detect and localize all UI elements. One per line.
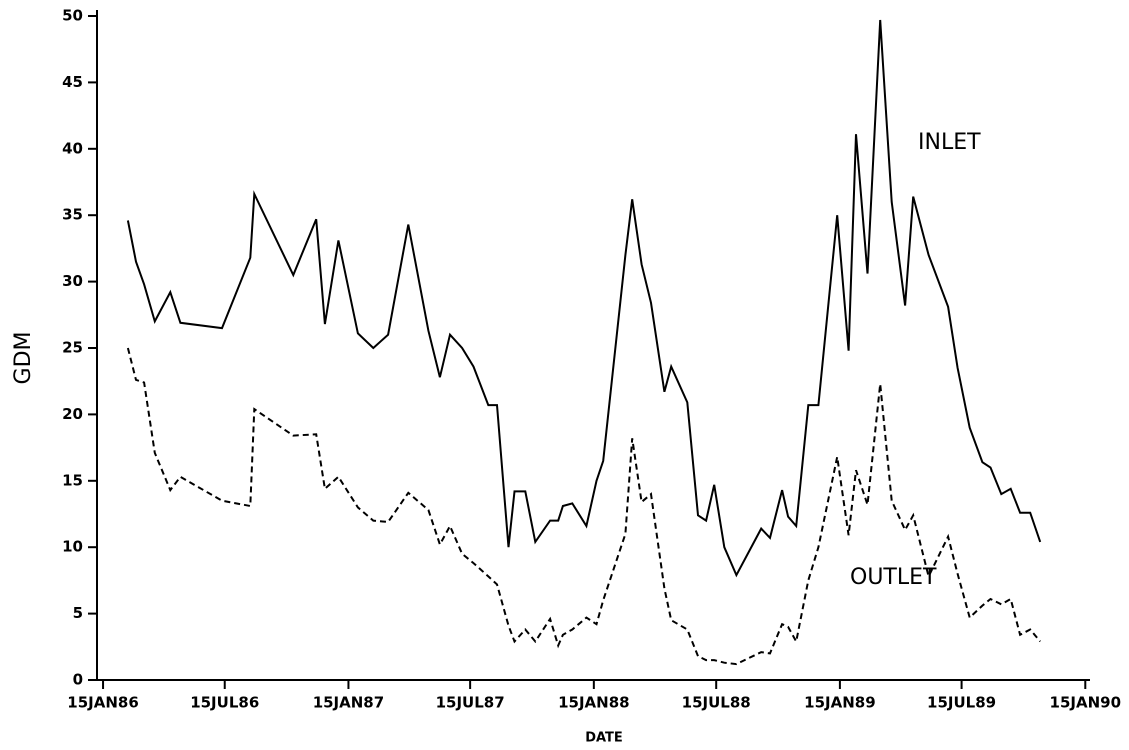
x-tick-label: 15JUL88 (682, 694, 751, 712)
x-tick-label: 15JUL86 (190, 694, 259, 712)
series-line (126, 19, 1042, 578)
x-tick-label: 15JAN88 (558, 694, 630, 712)
y-tick-label: 30 (62, 272, 83, 290)
x-tick-label: 15JAN86 (67, 694, 139, 712)
x-tick-label: 15JAN89 (804, 694, 876, 712)
x-tick-label: 15JUL89 (927, 694, 996, 712)
y-tick-label: 20 (62, 405, 83, 423)
y-tick-label: 50 (62, 7, 83, 25)
y-tick-label: 10 (62, 538, 83, 556)
x-axis-title: DATE (585, 731, 623, 746)
y-tick-label: 40 (62, 139, 83, 157)
annotation: INLET (918, 130, 981, 155)
y-tick-label: 15 (62, 471, 83, 489)
x-tick-label: 15JUL87 (436, 694, 505, 712)
series-line (126, 347, 1041, 666)
x-tick-label: 15JAN87 (313, 694, 385, 712)
x-tick-label: 15JAN90 (1050, 694, 1122, 712)
y-tick-label: 25 (62, 339, 83, 357)
annotation: OUTLET (850, 565, 937, 590)
y-tick-label: 45 (62, 73, 83, 91)
y-tick-label: 35 (62, 206, 83, 224)
y-tick-label: 5 (73, 604, 83, 622)
y-tick-label: 0 (73, 671, 83, 689)
y-axis-title: GDM (11, 332, 36, 385)
